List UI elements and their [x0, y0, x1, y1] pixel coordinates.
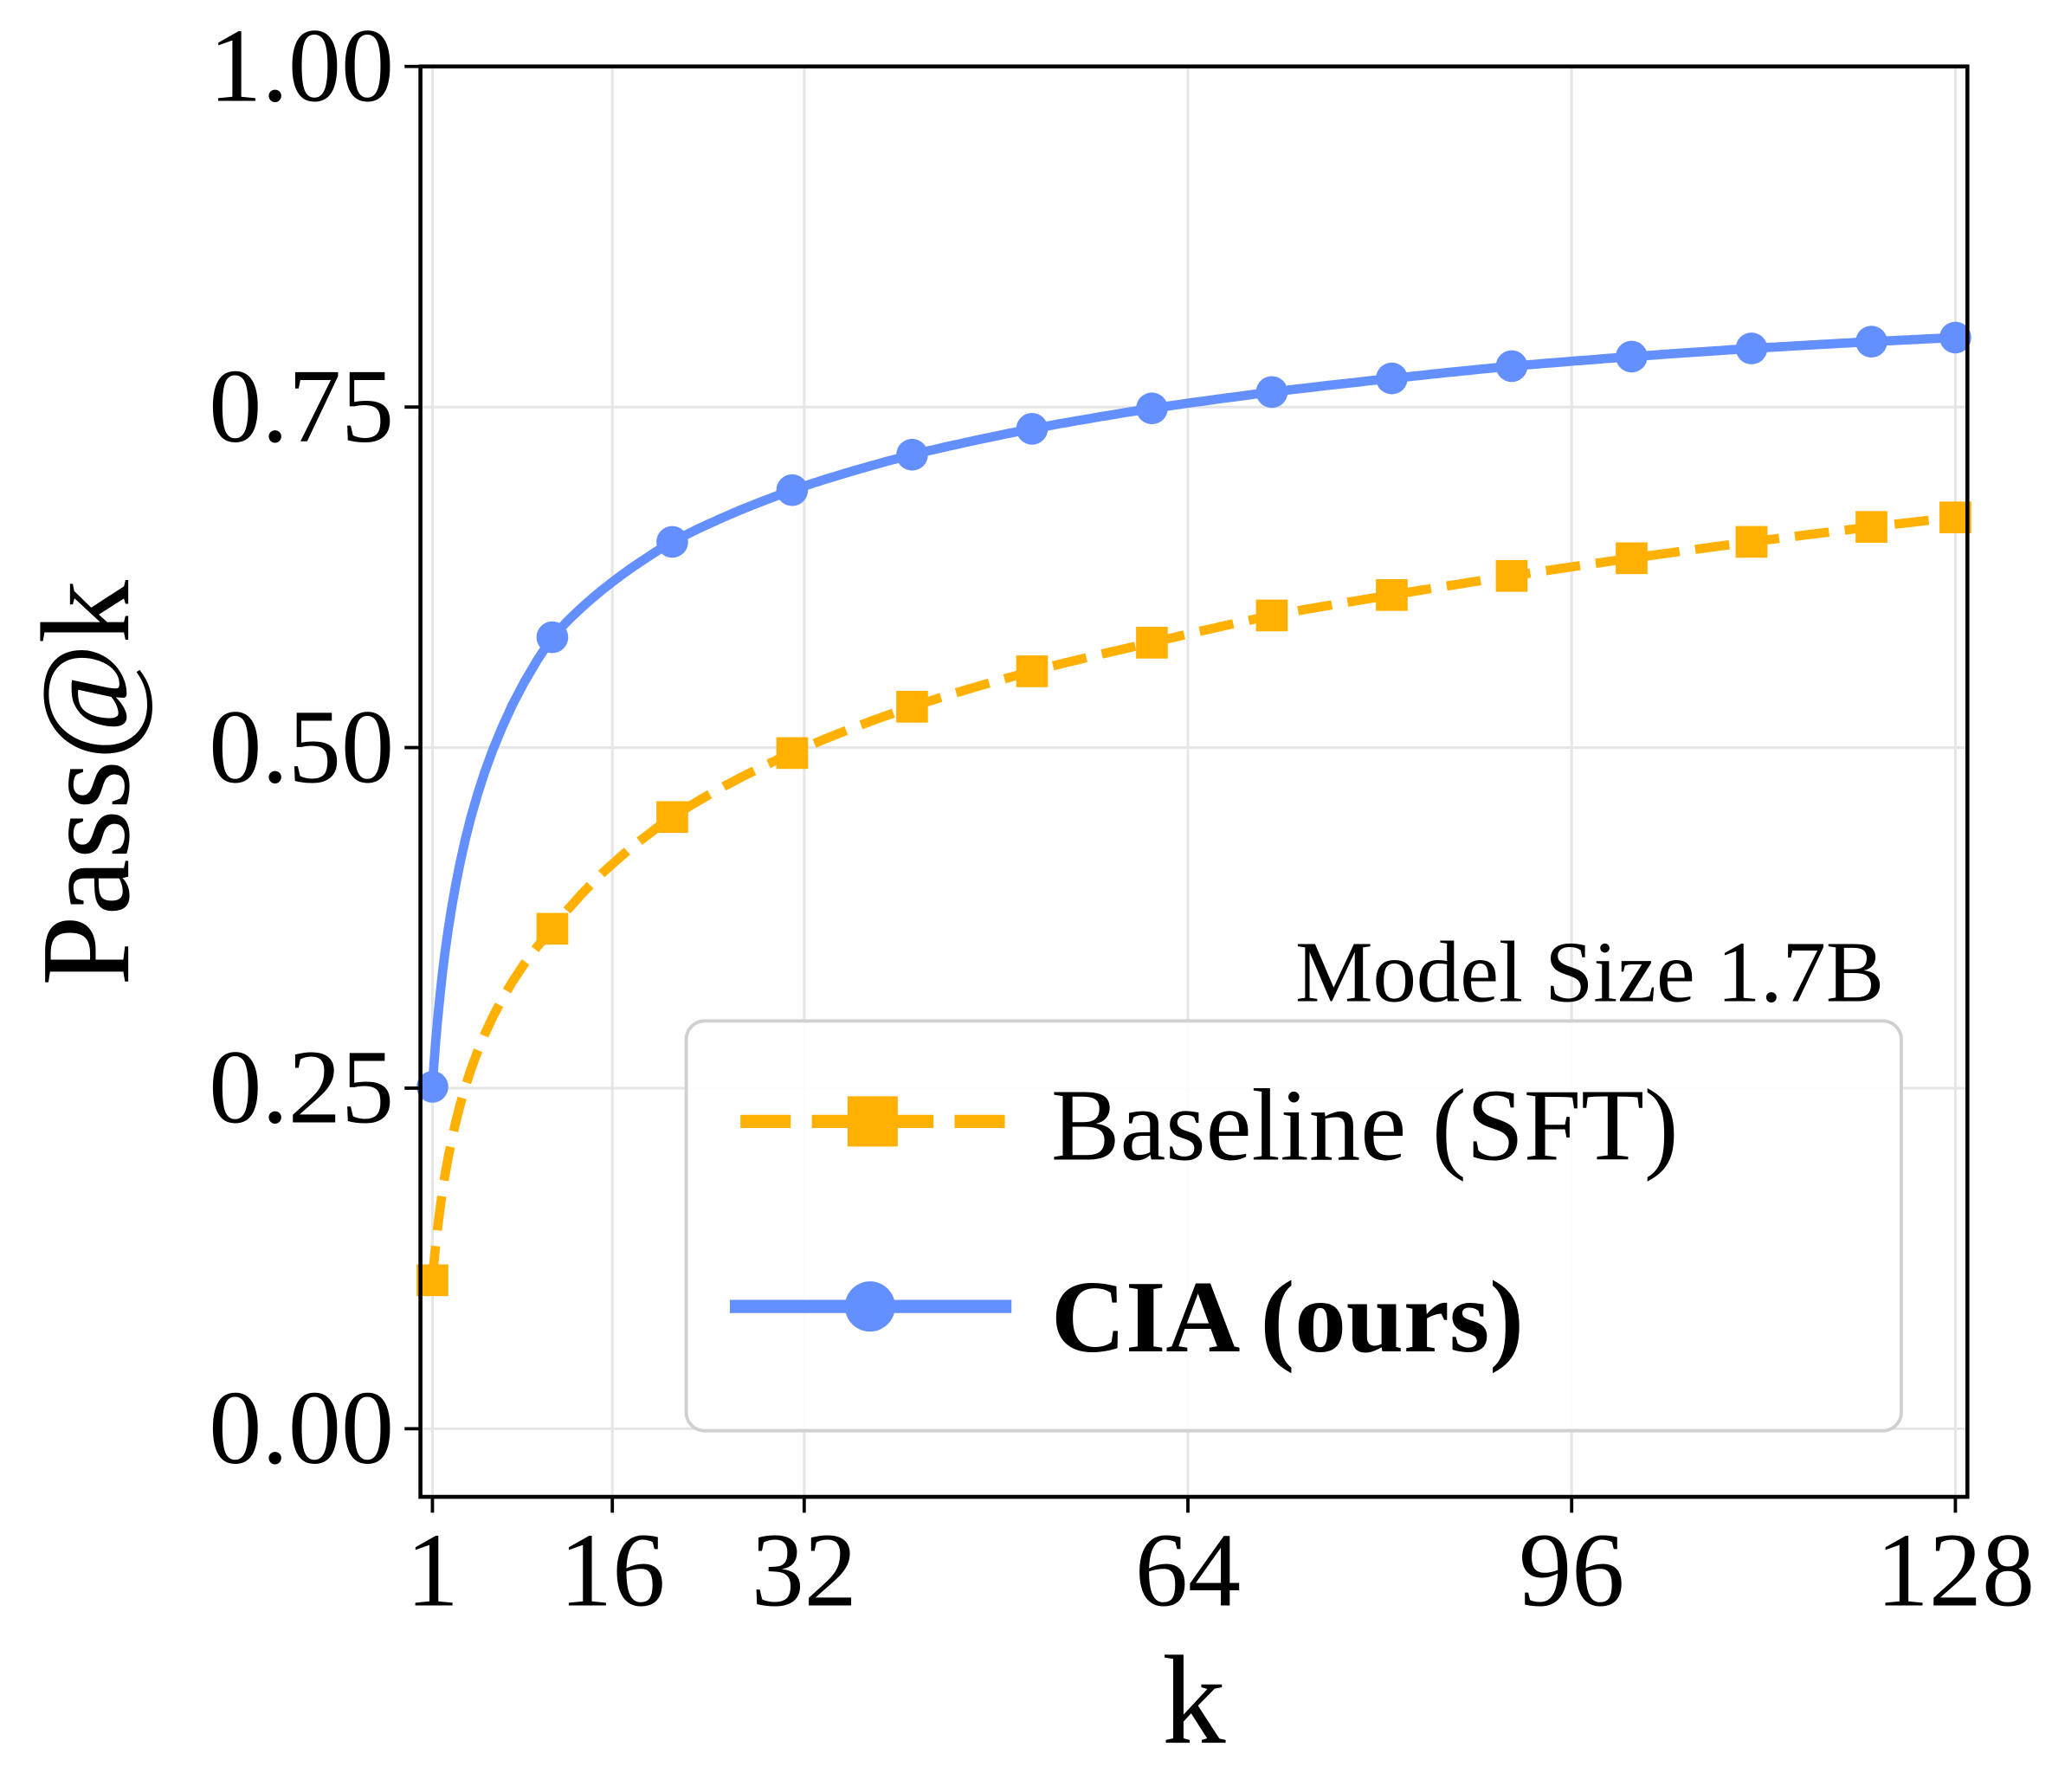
data-point-cia — [656, 525, 688, 558]
legend-label-cia: CIA (ours) — [1051, 1260, 1524, 1374]
data-point-cia — [1016, 413, 1049, 445]
data-point-cia — [896, 438, 928, 471]
legend-label-baseline: Baseline (SFT) — [1051, 1068, 1679, 1183]
data-point-baseline — [1255, 599, 1288, 632]
data-point-cia — [1939, 321, 1971, 354]
y-tick-label: 0.50 — [209, 688, 394, 805]
y-tick-label: 0.00 — [209, 1370, 394, 1486]
data-point-baseline — [776, 737, 809, 770]
data-point-cia — [1255, 376, 1288, 409]
x-tick-label: 32 — [752, 1512, 857, 1628]
ticks: 1 16 32 64 96 128 0.00 0.25 0.50 0.75 1.00 — [209, 7, 2035, 1628]
legend-marker-baseline — [847, 1096, 898, 1147]
data-point-baseline — [656, 801, 688, 834]
data-point-cia — [1376, 362, 1408, 395]
data-point-baseline — [1376, 579, 1408, 611]
data-point-baseline — [1855, 511, 1887, 543]
data-point-baseline — [1136, 627, 1168, 659]
y-axis-label: Pass@k — [15, 579, 156, 986]
data-point-baseline — [1016, 655, 1049, 687]
series-line-0 — [428, 512, 1956, 1281]
data-point-baseline — [536, 912, 569, 945]
x-tick-label: 16 — [559, 1512, 665, 1628]
data-point-baseline — [1735, 525, 1768, 558]
data-point-baseline — [1616, 542, 1648, 575]
y-tick-label: 0.75 — [209, 348, 394, 465]
legend: Baseline (SFT) CIA (ours) — [684, 1019, 1903, 1433]
legend-item-cia: CIA (ours) — [729, 1260, 1524, 1374]
data-point-cia — [536, 621, 569, 654]
y-tick-label: 0.25 — [209, 1029, 394, 1146]
data-point-cia — [1616, 340, 1648, 373]
data-point-cia — [776, 474, 809, 506]
legend-marker-cia — [844, 1281, 895, 1332]
x-tick-label: 96 — [1519, 1512, 1624, 1628]
data-point-cia — [1495, 350, 1528, 383]
plot-frame — [418, 64, 1970, 1499]
series-line-1 — [428, 332, 1956, 1087]
x-tick-label: 1 — [406, 1512, 459, 1628]
data-point-baseline — [1495, 559, 1528, 592]
data-point-cia — [416, 1071, 448, 1103]
data-point-cia — [1136, 392, 1168, 425]
annotation-model-size: Model Size 1.7B — [1295, 923, 1884, 1020]
legend-item-baseline: Baseline (SFT) — [740, 1068, 1679, 1183]
data-point-cia — [1855, 326, 1887, 358]
x-tick-label: 128 — [1876, 1512, 2035, 1628]
x-tick-label: 64 — [1135, 1512, 1241, 1628]
data-point-baseline — [896, 691, 928, 723]
data-point-cia — [1735, 332, 1768, 364]
y-tick-label: 1.00 — [209, 7, 394, 124]
x-axis-label: k — [1162, 1629, 1226, 1770]
